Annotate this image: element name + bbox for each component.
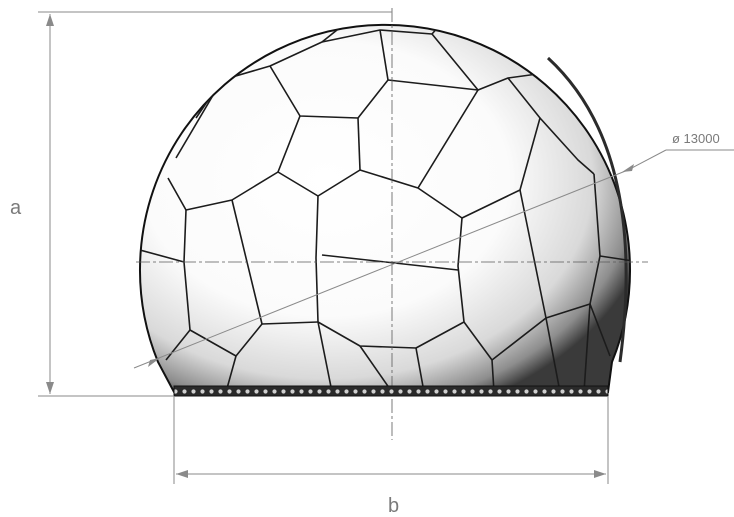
base-ring (173, 385, 609, 397)
sphere-dome (139, 23, 631, 393)
dimension-a (38, 11, 392, 397)
center-lines (136, 8, 648, 440)
dimension-b (173, 396, 609, 484)
dimension-a-label: a (10, 197, 22, 219)
dimension-b-label: b (388, 495, 399, 517)
diameter-label: ø 13000 (672, 131, 720, 146)
diameter-leader (133, 149, 734, 369)
